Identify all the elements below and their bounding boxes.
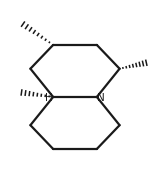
Text: H: H xyxy=(45,93,53,103)
Text: N: N xyxy=(97,93,104,103)
